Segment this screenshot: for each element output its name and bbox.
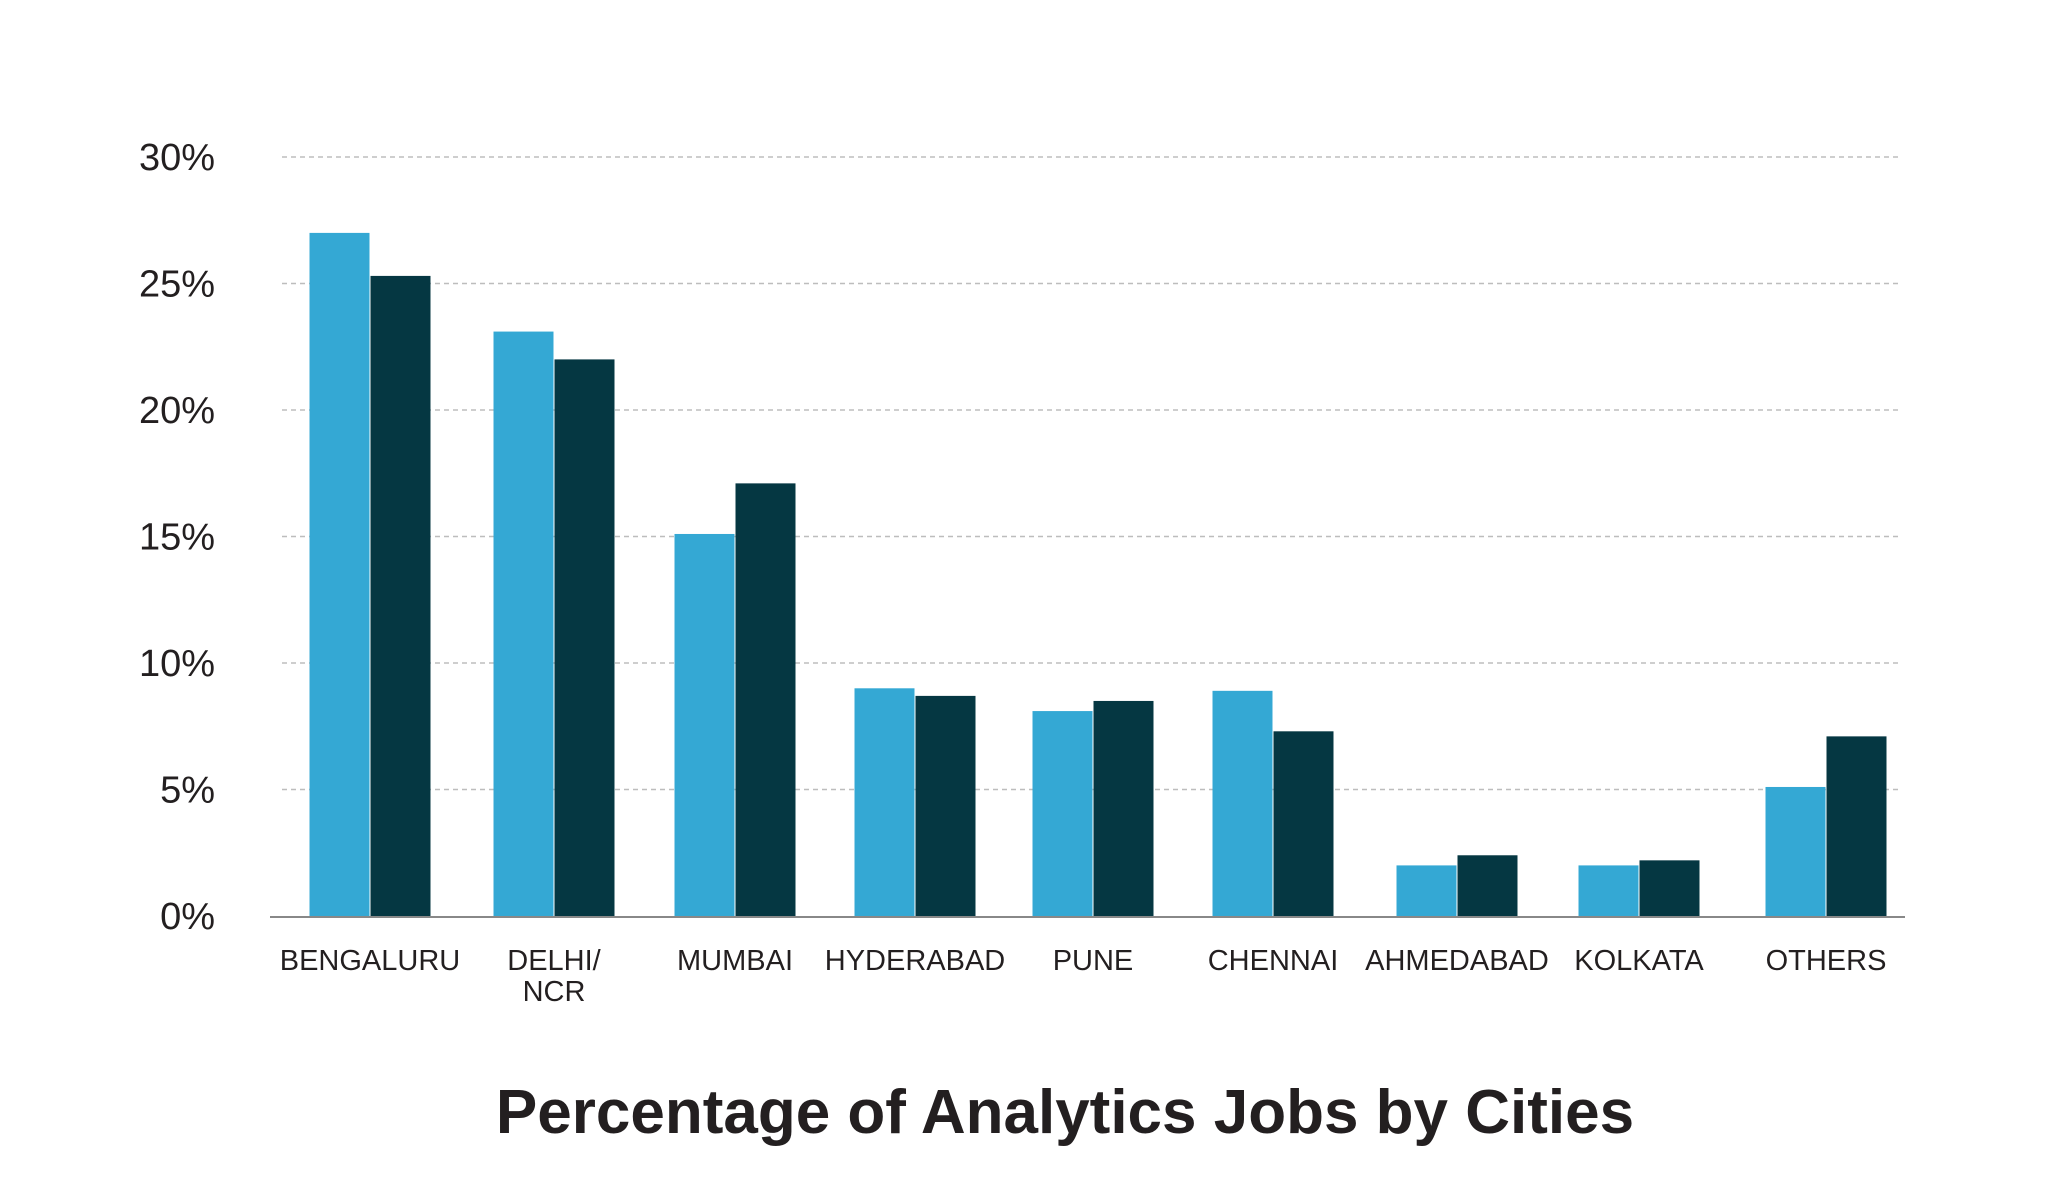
x-category-label: NCR <box>523 976 586 1008</box>
y-tick-label: 30% <box>139 137 215 179</box>
y-axis-tick-labels: 0% 5% 10% 15% 20% 25% 30% <box>139 137 215 938</box>
y-tick-label: 10% <box>139 643 215 685</box>
bar-series-2 <box>1093 700 1154 916</box>
bars <box>309 232 1887 916</box>
bar-series-2 <box>915 695 976 916</box>
x-category-label: BENGALURU <box>280 945 461 977</box>
y-tick-label: 5% <box>160 770 215 812</box>
y-tick-label: 25% <box>139 264 215 306</box>
bar-series-1 <box>1032 711 1093 916</box>
x-category-label: PUNE <box>1053 945 1134 977</box>
bar-series-2 <box>735 483 796 916</box>
bar-series-2 <box>1273 731 1334 916</box>
x-category-label: CHENNAI <box>1208 945 1339 977</box>
x-axis-category-labels: BENGALURU DELHI/NCR MUMBAI HYDERABAD PUNE CHE… <box>280 945 1887 1008</box>
x-category-label: OTHERS <box>1766 945 1887 977</box>
bar-series-1 <box>1765 786 1826 916</box>
y-tick-label: 15% <box>139 517 215 559</box>
bar-series-1 <box>1396 865 1457 916</box>
x-category-label: KOLKATA <box>1574 945 1704 977</box>
bar-series-2 <box>1457 855 1518 916</box>
x-category-label: HYDERABAD <box>825 945 1006 977</box>
bar-series-2 <box>1639 860 1700 916</box>
bar-series-1 <box>854 688 915 916</box>
x-category-label: DELHI/ <box>507 945 601 977</box>
bar-series-2 <box>554 359 615 916</box>
bar-series-1 <box>309 232 370 916</box>
bar-series-1 <box>1578 865 1639 916</box>
y-tick-label: 0% <box>160 896 215 938</box>
bar-series-1 <box>1212 690 1273 916</box>
chart-title: Percentage of Analytics Jobs by Cities <box>496 1078 1634 1147</box>
x-category-label: MUMBAI <box>677 945 793 977</box>
bar-series-2 <box>1826 736 1887 916</box>
y-tick-label: 20% <box>139 390 215 432</box>
bar-series-1 <box>674 533 735 916</box>
bar-series-2 <box>370 275 431 916</box>
x-category-label: AHMEDABAD <box>1365 945 1549 977</box>
bar-series-1 <box>493 331 554 916</box>
